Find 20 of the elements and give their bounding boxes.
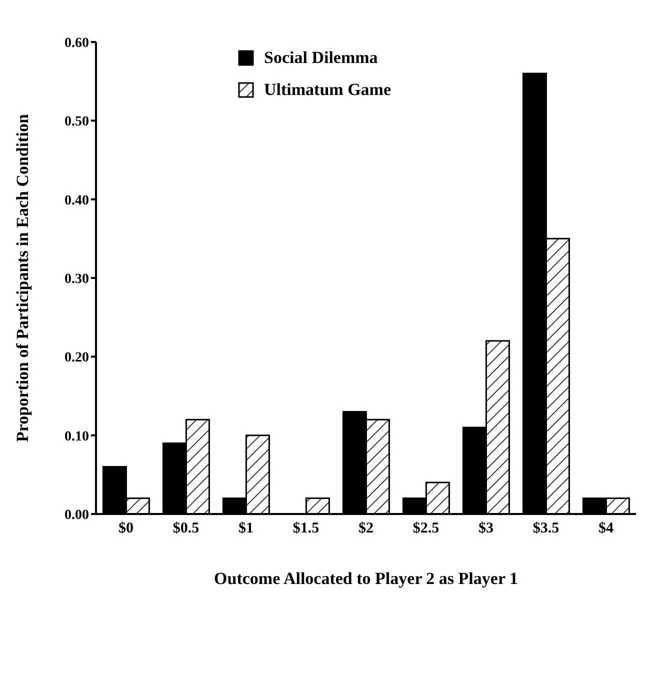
x-tick-label: $2 (358, 520, 374, 537)
y-tick-label: 0.20 (64, 350, 89, 366)
y-tick-label: 0.10 (64, 429, 89, 444)
x-tick-label: $0.5 (172, 520, 200, 537)
y-tick-label: 0.40 (64, 193, 89, 208)
y-tick-label: 0.00 (64, 508, 89, 523)
x-tick-label: $2.5 (412, 520, 440, 537)
legend-label: Ultimatum Game (264, 80, 392, 100)
x-tick-label: $3 (478, 520, 494, 537)
legend-label: Social Dilemma (264, 48, 378, 68)
x-axis-title: Outcome Allocated to Player 2 as Player 1 (214, 569, 518, 588)
x-tick-label: $1.5 (292, 520, 320, 537)
x-tick-label: $4 (598, 520, 614, 537)
y-axis-title: Proportion of Participants in Each Condition (13, 114, 32, 442)
x-tick-label: $1 (238, 520, 254, 537)
x-tick-label: $3.5 (532, 520, 560, 537)
y-tick-label: 0.60 (64, 36, 89, 51)
y-tick-label: 0.50 (64, 114, 89, 130)
x-tick-label: $0 (118, 520, 134, 537)
y-tick-label: 0.30 (64, 272, 89, 287)
